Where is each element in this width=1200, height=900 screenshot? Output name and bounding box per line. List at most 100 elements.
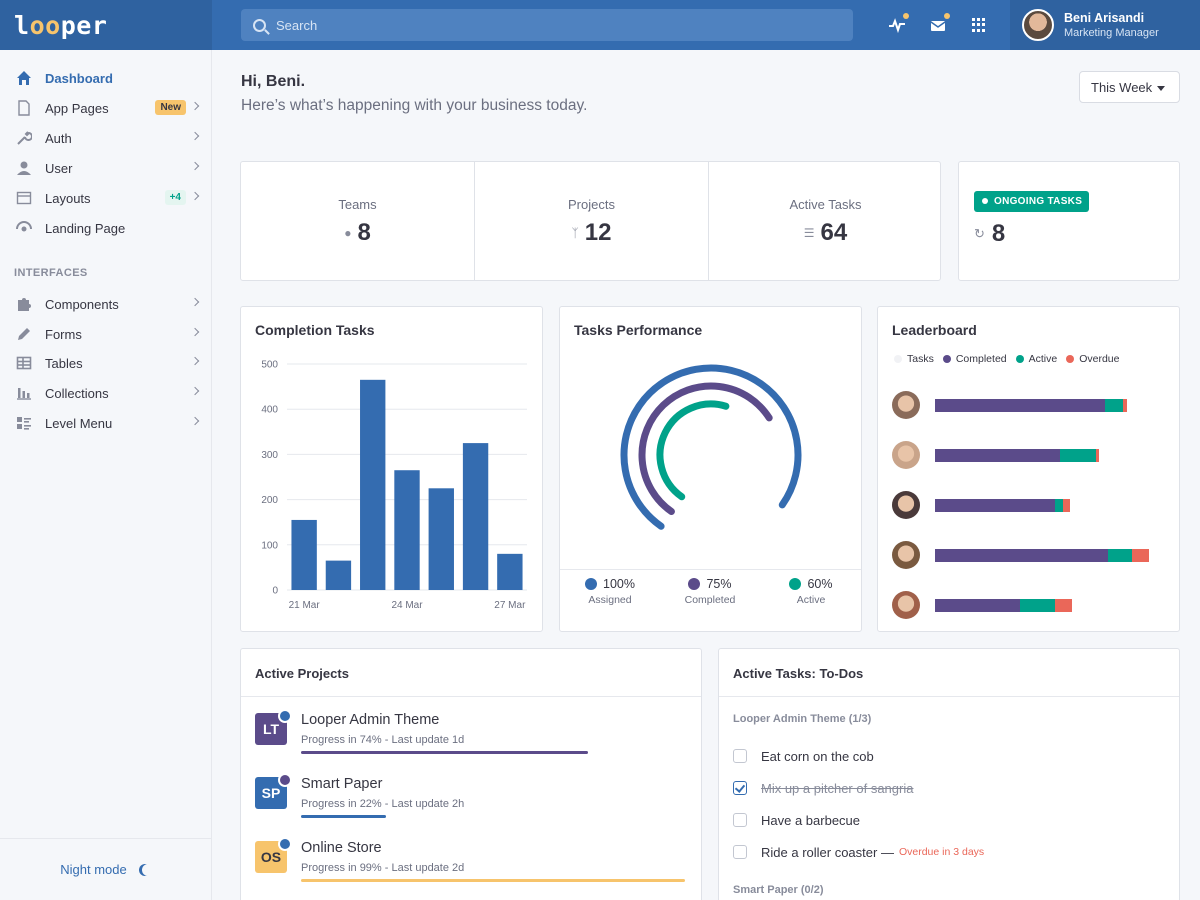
checkbox[interactable]: [733, 813, 747, 827]
sidebar-item-collections[interactable]: Collections: [0, 378, 212, 408]
bar-segment-overdue: [1132, 549, 1149, 562]
completion-tasks-card: Completion Tasks 0 100 200 300 400 500 21 Mar 2…: [240, 306, 543, 632]
night-mode-toggle[interactable]: Night mode: [0, 838, 211, 900]
bar[interactable]: [360, 379, 386, 590]
leaderboard-legend: Tasks Completed Active Overdue: [894, 353, 1129, 365]
branch-icon: ᛉ: [571, 226, 579, 240]
sidebar-item-label: Collections: [45, 385, 109, 401]
search-input[interactable]: [276, 17, 836, 33]
user-menu[interactable]: Beni Arisandi Marketing Manager: [1010, 0, 1200, 50]
sidebar-item-forms[interactable]: Forms: [0, 319, 212, 349]
brand[interactable]: looper: [0, 0, 212, 50]
stat-projects[interactable]: Projects ᛉ 12: [475, 162, 709, 280]
sidebar-item-level-menu[interactable]: Level Menu: [0, 408, 212, 438]
project-item[interactable]: SP Smart Paper Progress in 22% - Last up…: [255, 773, 695, 827]
leaderboard-row[interactable]: [892, 491, 1152, 521]
leaderboard-row[interactable]: [892, 541, 1152, 571]
metric-completed: 75% Completed: [660, 577, 760, 606]
y-tick-label: 400: [261, 405, 278, 416]
sidebar-item-app-pages[interactable]: App Pages New: [0, 93, 212, 123]
activity-icon[interactable]: [887, 13, 909, 35]
user-role: Marketing Manager: [1064, 27, 1159, 39]
bar-segment-overdue: [1123, 399, 1127, 412]
avatar: [892, 391, 920, 419]
todo-group-label: Smart Paper (0/2): [733, 884, 824, 896]
legend-item: Completed: [942, 353, 1007, 365]
project-meta: Progress in 74% - Last update 1d: [301, 734, 465, 746]
leaderboard-row[interactable]: [892, 591, 1152, 621]
chevron-right-icon: [190, 161, 200, 171]
sidebar-item-landing-page[interactable]: Landing Page: [0, 213, 212, 243]
progress-bar: [301, 751, 589, 754]
puzzle-icon: [16, 296, 32, 312]
todo-item[interactable]: Mix up a pitcher of sangria: [733, 778, 1153, 798]
sidebar-item-label: Layouts: [45, 190, 91, 206]
apps-grid-icon[interactable]: [969, 15, 989, 35]
active-projects-card: Active Projects LT Looper Admin Theme Pr…: [240, 648, 702, 900]
progress-bar: [301, 879, 686, 882]
x-tick-label: 24 Mar: [391, 600, 423, 611]
todo-label: Ride a roller coaster —: [761, 844, 894, 860]
chevron-right-icon: [190, 356, 200, 366]
todo-item[interactable]: Have a barbecue: [733, 810, 1153, 830]
todo-item[interactable]: Eat corn on the cob: [733, 746, 1153, 766]
bar[interactable]: [497, 553, 523, 590]
completion-bar-chart: 0 100 200 300 400 500 21 Mar 24 Mar 27 Mar: [261, 360, 527, 611]
sidebar-item-layouts[interactable]: Layouts +4: [0, 183, 212, 213]
sidebar-item-auth[interactable]: Auth: [0, 123, 212, 153]
project-item[interactable]: OS Online Store Progress in 99% - Last u…: [255, 837, 695, 891]
period-dropdown[interactable]: This Week: [1079, 71, 1180, 103]
bar-segment-active: [1055, 499, 1063, 512]
list-check-icon: ☰: [803, 226, 815, 240]
stat-value: ᛉ 12: [475, 219, 708, 247]
leaderboard-row[interactable]: [892, 391, 1152, 421]
todo-label: Have a barbecue: [761, 812, 861, 828]
metric-value: 100%: [603, 577, 635, 591]
card-title: Active Projects: [241, 649, 701, 697]
stat-active-tasks[interactable]: Active Tasks ☰ 64: [709, 162, 942, 280]
bar[interactable]: [428, 488, 454, 590]
performance-arc: [620, 364, 802, 530]
checkbox[interactable]: [733, 845, 747, 859]
bar[interactable]: [325, 560, 352, 590]
bar-segment-active: [1020, 599, 1055, 612]
messages-icon[interactable]: [928, 13, 950, 35]
performance-arc: [638, 382, 773, 516]
stacked-bar: [935, 449, 1099, 462]
count-badge: +4: [164, 190, 186, 205]
y-tick-label: 500: [261, 360, 278, 371]
avatar: [892, 541, 920, 569]
checkbox[interactable]: [733, 781, 747, 795]
project-name: Smart Paper: [301, 776, 383, 792]
todos-card: Active Tasks: To-Dos Looper Admin Theme …: [718, 648, 1180, 900]
chevron-right-icon: [190, 101, 200, 111]
ongoing-tasks-card[interactable]: ONGOING TASKS ↻ 8: [958, 161, 1180, 281]
chevron-right-icon: [190, 386, 200, 396]
checkbox[interactable]: [733, 749, 747, 763]
stat-number: 8: [357, 219, 371, 246]
stacked-bar: [935, 599, 1072, 612]
project-item[interactable]: LT Looper Admin Theme Progress in 74% - …: [255, 709, 695, 763]
todo-item[interactable]: Ride a roller coaster — Overdue in 3 day…: [733, 842, 1153, 862]
bar[interactable]: [462, 443, 489, 590]
bar[interactable]: [394, 470, 420, 590]
top-bar: looper Beni Arisandi Marketing Manager: [0, 0, 1200, 50]
metric-assigned: 100% Assigned: [560, 577, 660, 606]
y-tick-label: 0: [272, 586, 278, 597]
wrench-icon: [16, 130, 32, 146]
x-tick-label: 27 Mar: [494, 600, 526, 611]
night-mode-label: Night mode: [60, 862, 127, 877]
stat-teams[interactable]: Teams ● 8: [241, 162, 475, 280]
sidebar-item-tables[interactable]: Tables: [0, 348, 212, 378]
sidebar-item-user[interactable]: User: [0, 153, 212, 183]
sidebar-item-dashboard[interactable]: Dashboard: [0, 63, 212, 93]
table-icon: [16, 355, 32, 371]
bar[interactable]: [291, 519, 317, 590]
search-box[interactable]: [241, 9, 853, 41]
project-meta: Progress in 99% - Last update 2d: [301, 862, 465, 874]
bar-segment-active: [1108, 549, 1132, 562]
leaderboard-row[interactable]: [892, 441, 1152, 471]
file-icon: [16, 100, 32, 116]
sidebar-item-components[interactable]: Components: [0, 289, 212, 319]
bar-segment-completed: [935, 599, 1020, 612]
